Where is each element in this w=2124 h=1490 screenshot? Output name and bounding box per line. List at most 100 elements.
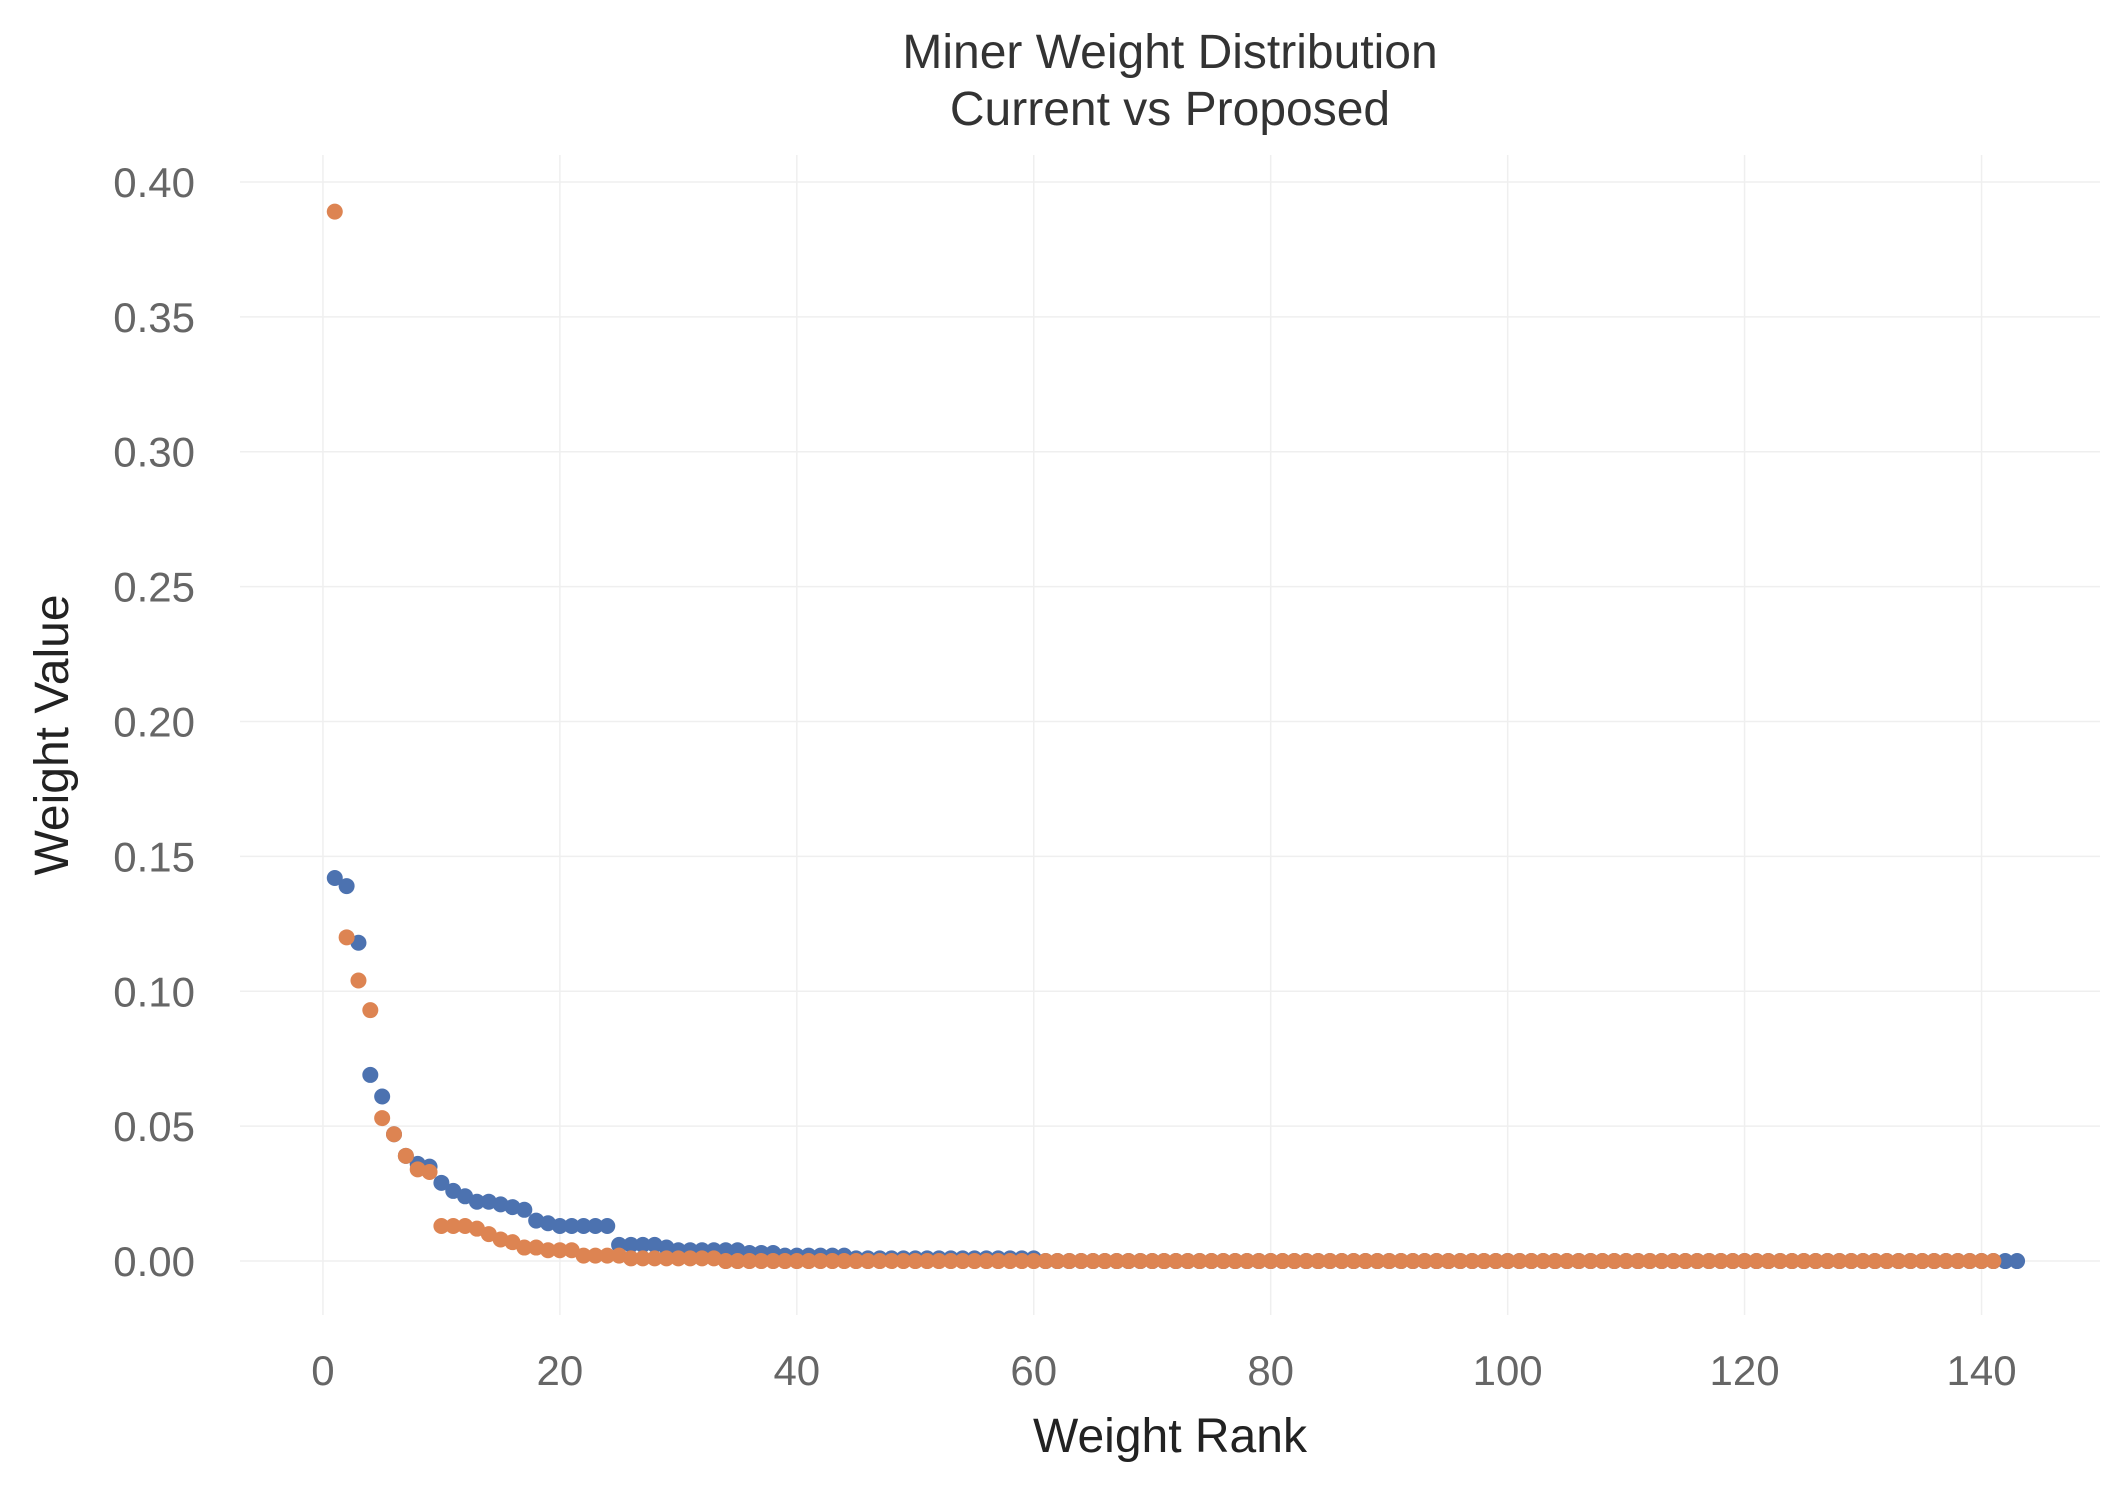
data-point [540, 1242, 557, 1259]
data-point [1831, 1253, 1848, 1270]
data-point [2009, 1253, 2026, 1270]
data-point [1937, 1253, 1954, 1270]
data-point [1926, 1253, 1943, 1270]
data-point [966, 1253, 983, 1270]
data-point [1393, 1253, 1410, 1270]
data-point [1333, 1253, 1350, 1270]
data-point [1096, 1253, 1113, 1270]
data-point [1535, 1253, 1552, 1270]
data-point [421, 1164, 438, 1181]
data-point [1736, 1253, 1753, 1270]
data-point [326, 869, 343, 886]
data-point [1795, 1253, 1812, 1270]
data-point [765, 1253, 782, 1270]
data-point [338, 878, 355, 895]
data-point [575, 1247, 592, 1264]
data-point [1985, 1253, 2002, 1270]
data-point [1239, 1253, 1256, 1270]
y-tick-label: 0.05 [113, 1103, 195, 1150]
data-point [1049, 1253, 1066, 1270]
data-point [942, 1253, 959, 1270]
data-point [1606, 1253, 1623, 1270]
x-axis-label: Weight Rank [1033, 1410, 1308, 1463]
data-point [717, 1253, 734, 1270]
data-point [1108, 1253, 1125, 1270]
series-2 [326, 203, 2002, 1270]
data-point [1973, 1253, 1990, 1270]
data-point [326, 203, 343, 220]
data-point [1274, 1253, 1291, 1270]
data-point [859, 1253, 876, 1270]
data-point [1772, 1253, 1789, 1270]
data-point [634, 1236, 651, 1253]
series-1 [326, 869, 2026, 1270]
data-point [1215, 1253, 1232, 1270]
data-point [575, 1217, 592, 1234]
data-point [1866, 1253, 1883, 1270]
data-point [990, 1253, 1007, 1270]
data-point [563, 1217, 580, 1234]
data-point [516, 1201, 533, 1218]
data-point [622, 1236, 639, 1253]
data-point [729, 1253, 746, 1270]
data-point [907, 1253, 924, 1270]
data-point [1594, 1253, 1611, 1270]
data-point [788, 1253, 805, 1270]
data-point [468, 1193, 485, 1210]
data-point [1629, 1253, 1646, 1270]
data-point [1428, 1253, 1445, 1270]
data-point [1618, 1253, 1635, 1270]
chart-subtitle: Current vs Proposed [950, 83, 1390, 136]
data-point [1464, 1253, 1481, 1270]
data-point [1712, 1253, 1729, 1270]
data-point [646, 1250, 663, 1267]
data-point [551, 1217, 568, 1234]
data-point [848, 1253, 865, 1270]
data-point [587, 1217, 604, 1234]
data-point [1641, 1253, 1658, 1270]
y-tick-label: 0.30 [113, 429, 195, 476]
data-point [919, 1253, 936, 1270]
data-point [374, 1088, 391, 1105]
data-point [670, 1250, 687, 1267]
data-point [1167, 1253, 1184, 1270]
data-point [1132, 1253, 1149, 1270]
data-point [386, 1126, 403, 1143]
data-point [1677, 1253, 1694, 1270]
data-point [1807, 1253, 1824, 1270]
data-point [1144, 1253, 1161, 1270]
data-point [1878, 1253, 1895, 1270]
data-point [397, 1147, 414, 1164]
tick-labels: 0 20 40 60 80 100 120 140 0.00 0.05 0.10 0.15 0.20 0.… [113, 159, 2016, 1394]
data-point [1156, 1253, 1173, 1270]
x-tick-label: 40 [773, 1347, 820, 1394]
data-point [1949, 1253, 1966, 1270]
data-point [1558, 1253, 1575, 1270]
data-point [1345, 1253, 1362, 1270]
x-tick-label: 60 [1010, 1347, 1057, 1394]
data-point [338, 929, 355, 946]
data-point [1440, 1253, 1457, 1270]
data-point [1203, 1253, 1220, 1270]
data-point [930, 1253, 947, 1270]
data-point [1665, 1253, 1682, 1270]
data-point [1227, 1253, 1244, 1270]
data-point [1570, 1253, 1587, 1270]
data-points [326, 203, 2026, 1270]
data-point [1487, 1253, 1504, 1270]
y-tick-label: 0.10 [113, 968, 195, 1015]
data-point [1120, 1253, 1137, 1270]
data-point [551, 1242, 568, 1259]
data-point [1037, 1253, 1054, 1270]
x-tick-label: 140 [1946, 1347, 2016, 1394]
y-tick-label: 0.35 [113, 294, 195, 341]
y-tick-label: 0.20 [113, 699, 195, 746]
data-point [1084, 1253, 1101, 1270]
data-point [587, 1247, 604, 1264]
data-point [433, 1217, 450, 1234]
data-point [1997, 1253, 2014, 1270]
data-point [362, 1002, 379, 1019]
data-point [682, 1250, 699, 1267]
data-point [599, 1247, 616, 1264]
data-point [1783, 1253, 1800, 1270]
